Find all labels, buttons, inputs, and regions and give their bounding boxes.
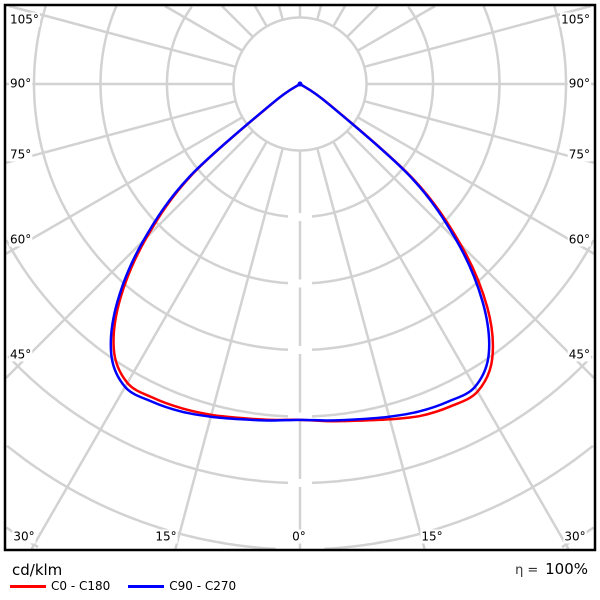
angle-label-left: 45° [10, 348, 31, 362]
label-bg [9, 76, 33, 91]
angle-label-bottom: 0° [292, 530, 306, 544]
angle-label-right: 105° [561, 13, 590, 27]
label-bg [9, 347, 33, 362]
grid-radial-line [356, 4, 436, 52]
angle-label-left: 60° [10, 233, 31, 247]
grid-radial-line [316, 5, 323, 21]
grid-radial-line [363, 100, 595, 164]
grid-radial-line [363, 4, 592, 68]
label-bg [567, 76, 591, 91]
polar-grid [5, 4, 595, 551]
angle-label-left: 75° [10, 148, 31, 162]
label-bg [560, 12, 591, 27]
label-bg [9, 147, 33, 162]
label-bg [420, 529, 444, 544]
grid-radial-line [8, 4, 237, 68]
grid-radial-line [346, 130, 595, 379]
label-bg [9, 12, 40, 27]
label-bg [567, 347, 591, 362]
ring-label-box [288, 346, 312, 354]
label-bg [12, 529, 36, 544]
angle-label-right: 45° [569, 348, 590, 362]
curve-origin-dot [297, 81, 303, 87]
grid-radial-line [5, 130, 254, 379]
grid-radial-line [221, 5, 254, 38]
grid-ring [99, 5, 501, 285]
efficiency-value: 100% [545, 560, 588, 578]
ring-label-box [288, 412, 312, 421]
legend-label: C0 - C180 [51, 579, 111, 593]
legend-label: C90 - C270 [169, 579, 237, 593]
angle-label-bottom: 15° [421, 530, 442, 544]
angle-label-right: 75° [569, 148, 590, 162]
ring-label-box [288, 279, 312, 288]
legend: C0 - C180 C90 - C270 [10, 579, 254, 593]
label-bg [154, 529, 178, 544]
grid-ring [32, 5, 568, 352]
label-bg [9, 232, 33, 247]
angle-label-bottom: 30° [13, 530, 34, 544]
label-bg [563, 529, 587, 544]
grid-radial-line [332, 140, 570, 550]
label-bg [291, 529, 307, 544]
grid-radial-line [356, 116, 595, 255]
grid-radial-line [30, 140, 268, 550]
angle-labels: 105° 90° 75° 60° 45° 105° 90° 75° 60° 45° 30° 15° 0°… [9, 12, 591, 544]
angle-label-bottom: 30° [564, 530, 585, 544]
angle-label-left: 90° [10, 77, 31, 91]
angle-label-right: 60° [569, 233, 590, 247]
angle-label-right: 90° [569, 77, 590, 91]
unit-label: cd/klm [12, 561, 63, 579]
grid-radial-line [332, 5, 347, 28]
label-bg [567, 232, 591, 247]
ring-label-box [288, 213, 312, 221]
legend-item-c0-c180: C0 - C180 [10, 579, 110, 593]
polar-diagram: 105° 90° 75° 60° 45° 105° 90° 75° 60° 45° 30° 15° 0°… [3, 3, 597, 552]
efficiency-readout: η = 100% [515, 560, 588, 578]
grid-radial-line [277, 5, 284, 21]
intensity-curves [109, 81, 495, 423]
efficiency-symbol: η = [515, 563, 539, 578]
legend-swatch-red [10, 584, 46, 588]
legend-item-c90-c270: C90 - C270 [128, 579, 236, 593]
plot-frame [3, 3, 597, 552]
angle-label-bottom: 15° [155, 530, 176, 544]
grid-radial-line [253, 5, 268, 28]
grid-radial-line [346, 5, 379, 38]
angle-label-left: 105° [10, 13, 39, 27]
grid-radial-line [164, 4, 244, 52]
series-curve-0 [112, 82, 495, 423]
ring-label-box [288, 479, 312, 487]
grid-radial-line [5, 116, 244, 255]
grid-radial-line [174, 147, 284, 550]
legend-swatch-blue [128, 584, 165, 588]
grid-ring [6, 444, 594, 551]
series-curve-1 [109, 82, 491, 422]
grid-radial-line [316, 147, 426, 550]
grid-radial-line [5, 100, 237, 164]
label-bg [567, 147, 591, 162]
